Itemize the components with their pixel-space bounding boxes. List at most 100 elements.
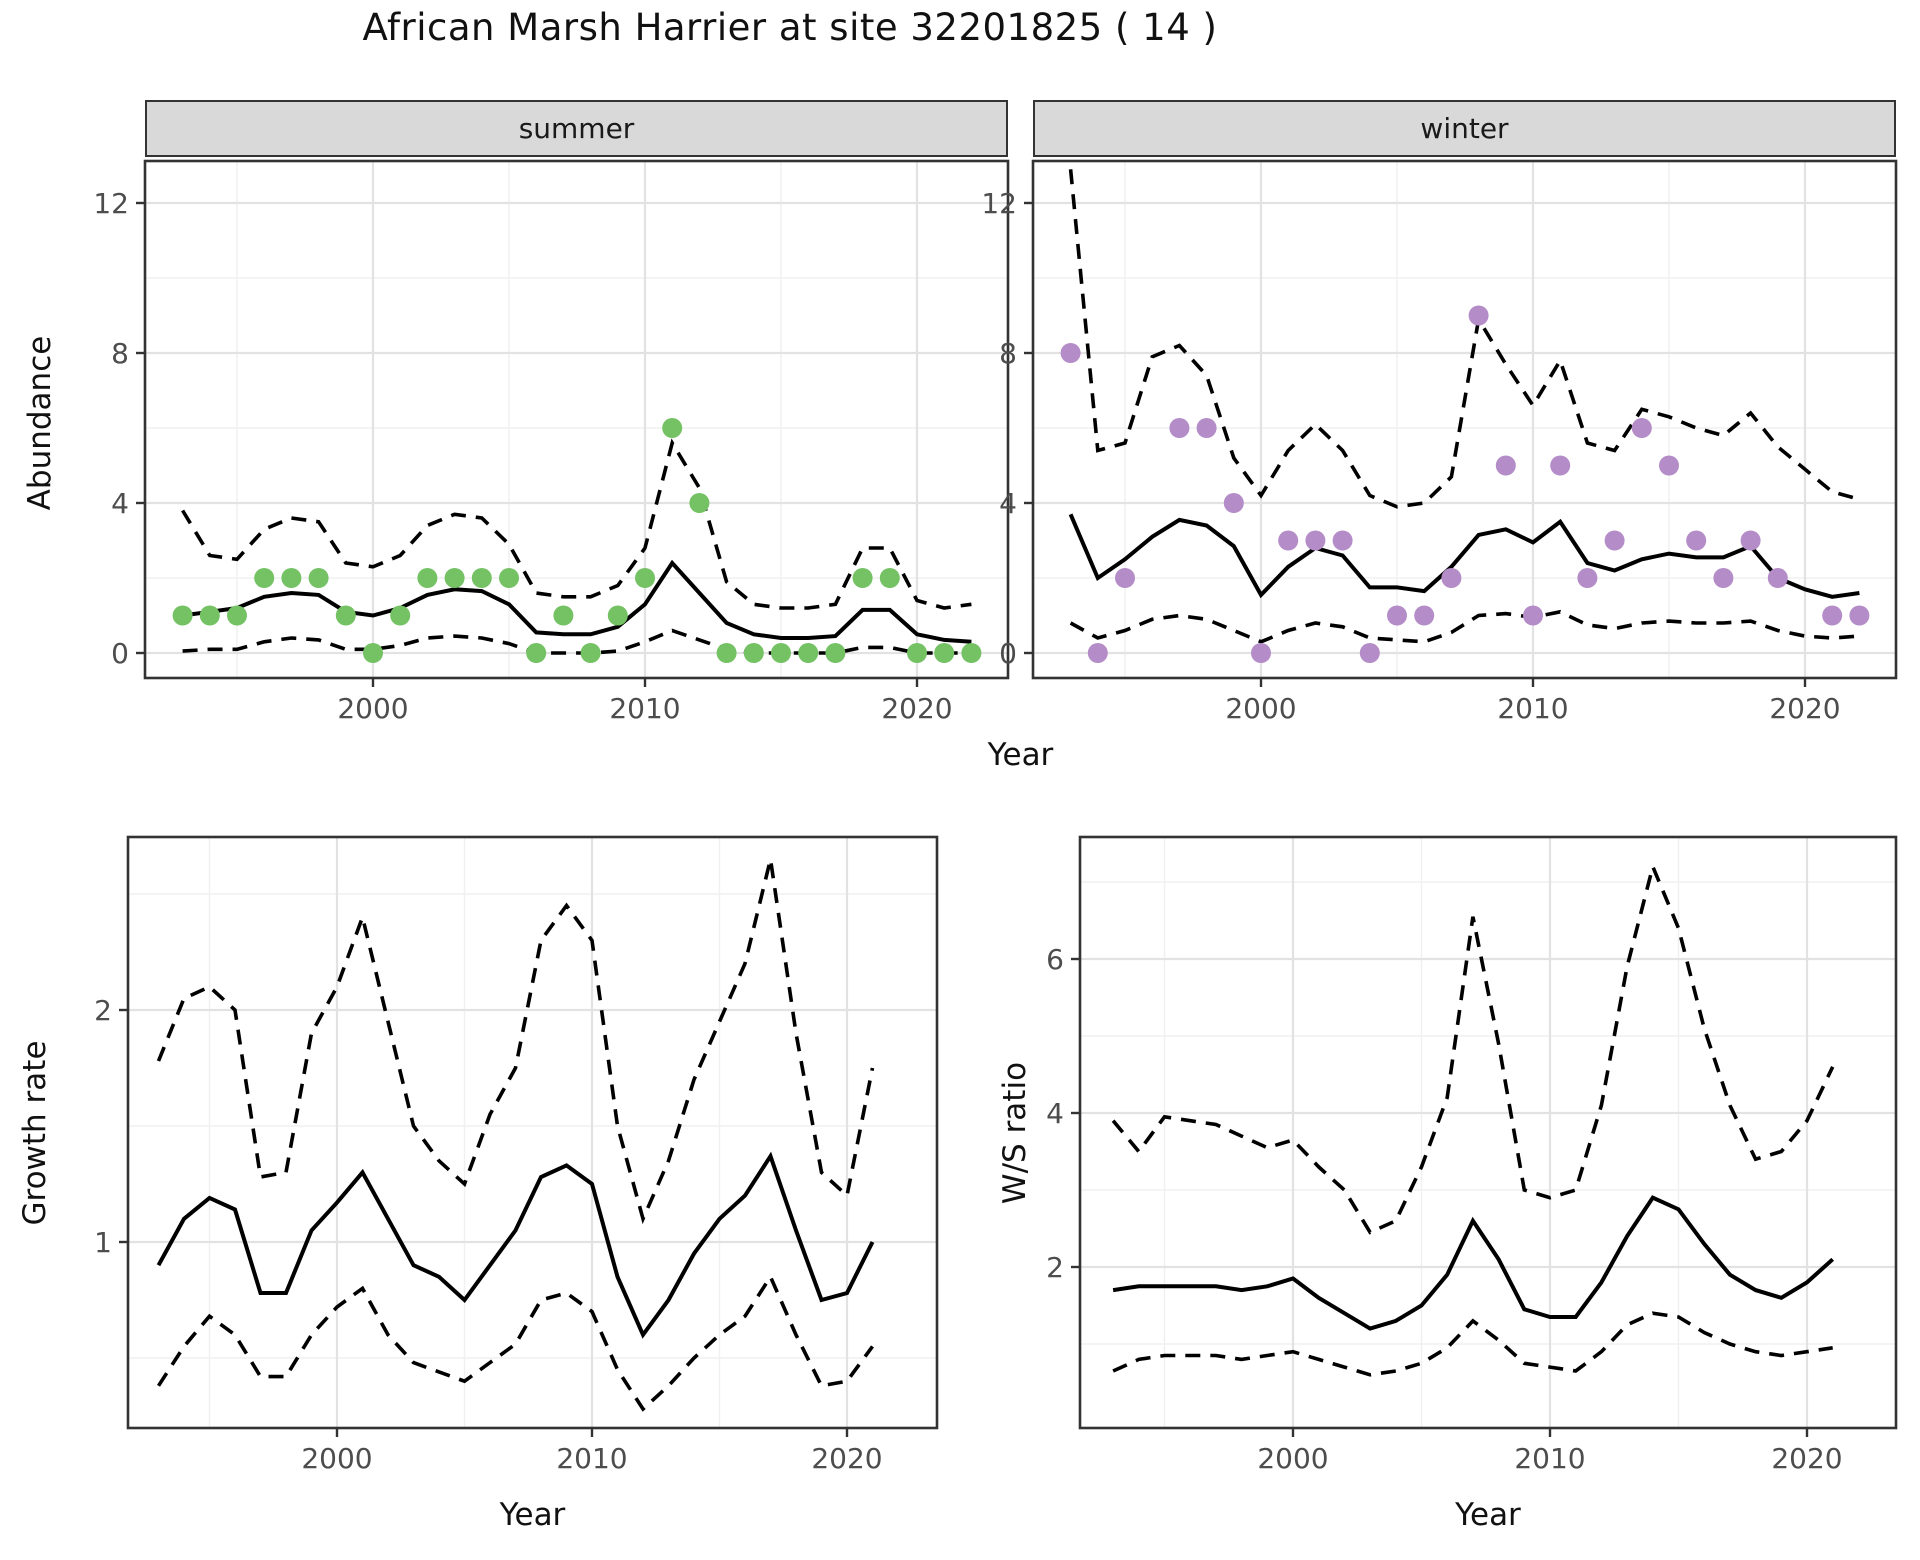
panel-abundance_summer: 2000 2010 2020 0 4 8 12 xyxy=(93,159,1010,725)
panel-ws_ratio: 2000 2010 2020 2 4 6 xyxy=(1046,835,1898,1475)
data-point xyxy=(1659,455,1679,476)
data-point xyxy=(1495,455,1516,476)
y-tick-label: 8 xyxy=(999,337,1017,370)
data-point xyxy=(444,568,465,588)
y-tick-label: 8 xyxy=(111,337,129,370)
data-point xyxy=(1387,605,1407,626)
data-point xyxy=(1087,643,1108,663)
data-point xyxy=(1359,643,1380,663)
ci-upper-line xyxy=(1068,169,1860,509)
x-tick-label: 2000 xyxy=(1257,1442,1328,1475)
axis-ticks: 2000 2010 2020 0 4 8 12 xyxy=(981,187,1840,725)
ci-lower-line xyxy=(1069,609,1860,644)
data-point xyxy=(553,605,574,626)
series-group xyxy=(156,858,875,1412)
ci-upper-line xyxy=(156,858,875,1225)
mean-line xyxy=(182,559,972,644)
x-tick-label: 2020 xyxy=(881,692,952,725)
data-point xyxy=(254,568,275,588)
x-tick-label: 2010 xyxy=(556,1442,627,1475)
data-point xyxy=(1849,605,1870,626)
x-tick-label: 2020 xyxy=(811,1442,882,1475)
ci-lower-line xyxy=(182,628,972,655)
data-point xyxy=(526,643,547,663)
panel-border xyxy=(1078,835,1898,1430)
data-point xyxy=(1305,530,1326,551)
data-point xyxy=(199,605,220,626)
y-tick-label: 4 xyxy=(1046,1097,1064,1130)
data-point xyxy=(417,568,438,588)
data-point xyxy=(1550,455,1571,476)
data-point xyxy=(580,643,601,663)
x-tick-label: 2010 xyxy=(1514,1442,1585,1475)
panel-border xyxy=(143,159,1010,680)
panel-abundance_winter: 2000 2010 2020 0 4 8 12 xyxy=(981,159,1898,725)
facet-strip-summer: summer xyxy=(145,100,1008,157)
data-point xyxy=(1223,493,1244,513)
mean-line xyxy=(1112,1195,1835,1331)
data-point xyxy=(390,605,411,626)
y-tick-label: 6 xyxy=(1046,943,1064,976)
ci-lower-line xyxy=(156,1273,874,1412)
data-point xyxy=(363,643,383,663)
data-point xyxy=(1414,605,1435,626)
gridlines xyxy=(145,161,1008,678)
y-tick-label: 2 xyxy=(94,994,112,1027)
data-point xyxy=(635,568,655,588)
y-tick-label: 4 xyxy=(999,487,1017,520)
x-tick-label: 2010 xyxy=(609,692,680,725)
data-point xyxy=(499,568,519,588)
data-point xyxy=(1686,530,1707,551)
panel-border xyxy=(1031,159,1898,680)
facet-strip-winter: winter xyxy=(1033,100,1896,157)
series-group xyxy=(1111,860,1835,1377)
x-tick-label: 2020 xyxy=(1771,1442,1842,1475)
data-point xyxy=(1822,605,1843,626)
data-point xyxy=(716,643,737,663)
data-point xyxy=(335,605,356,626)
data-point xyxy=(1577,568,1598,588)
facet-strip-summer-label: summer xyxy=(518,112,635,145)
series-group xyxy=(1060,169,1870,663)
data-point xyxy=(1468,305,1489,326)
data-point xyxy=(1523,605,1543,626)
data-point xyxy=(1060,343,1081,363)
data-point xyxy=(1278,530,1299,551)
facet-strip-winter-label: winter xyxy=(1420,112,1509,145)
data-point xyxy=(1740,530,1761,551)
gridlines xyxy=(1080,837,1896,1428)
data-point xyxy=(798,643,819,663)
axis-ticks: 2000 2010 2020 1 2 xyxy=(94,994,882,1475)
data-point xyxy=(607,605,628,626)
x-axis-title-year-bottom-left: Year xyxy=(499,1497,566,1533)
x-tick-label: 2020 xyxy=(1769,692,1840,725)
data-point xyxy=(172,605,193,626)
mean-line xyxy=(156,1151,875,1339)
data-point xyxy=(471,568,492,588)
ci-upper-line xyxy=(181,438,972,610)
y-tick-label: 4 xyxy=(111,487,129,520)
data-point xyxy=(825,643,846,663)
data-point xyxy=(662,418,683,438)
panel-border xyxy=(126,835,939,1430)
y-tick-label: 1 xyxy=(94,1226,112,1259)
axis-ticks: 2000 2010 2020 2 4 6 xyxy=(1046,943,1842,1475)
y-axis-title-abundance: Abundance xyxy=(22,335,58,511)
x-tick-label: 2010 xyxy=(1497,692,1568,725)
data-point xyxy=(1115,568,1135,588)
data-point xyxy=(1251,643,1271,663)
data-point xyxy=(1604,530,1625,551)
data-point xyxy=(771,643,791,663)
data-point xyxy=(1713,568,1734,588)
data-point xyxy=(934,643,955,663)
mean-line xyxy=(1068,513,1860,599)
data-point xyxy=(879,568,900,588)
ci-upper-line xyxy=(1111,860,1835,1235)
data-point xyxy=(907,643,927,663)
panel-growth_rate: 2000 2010 2020 1 2 xyxy=(94,835,939,1475)
gridlines xyxy=(128,837,937,1428)
x-tick-label: 2000 xyxy=(337,692,408,725)
data-point xyxy=(1441,568,1462,588)
